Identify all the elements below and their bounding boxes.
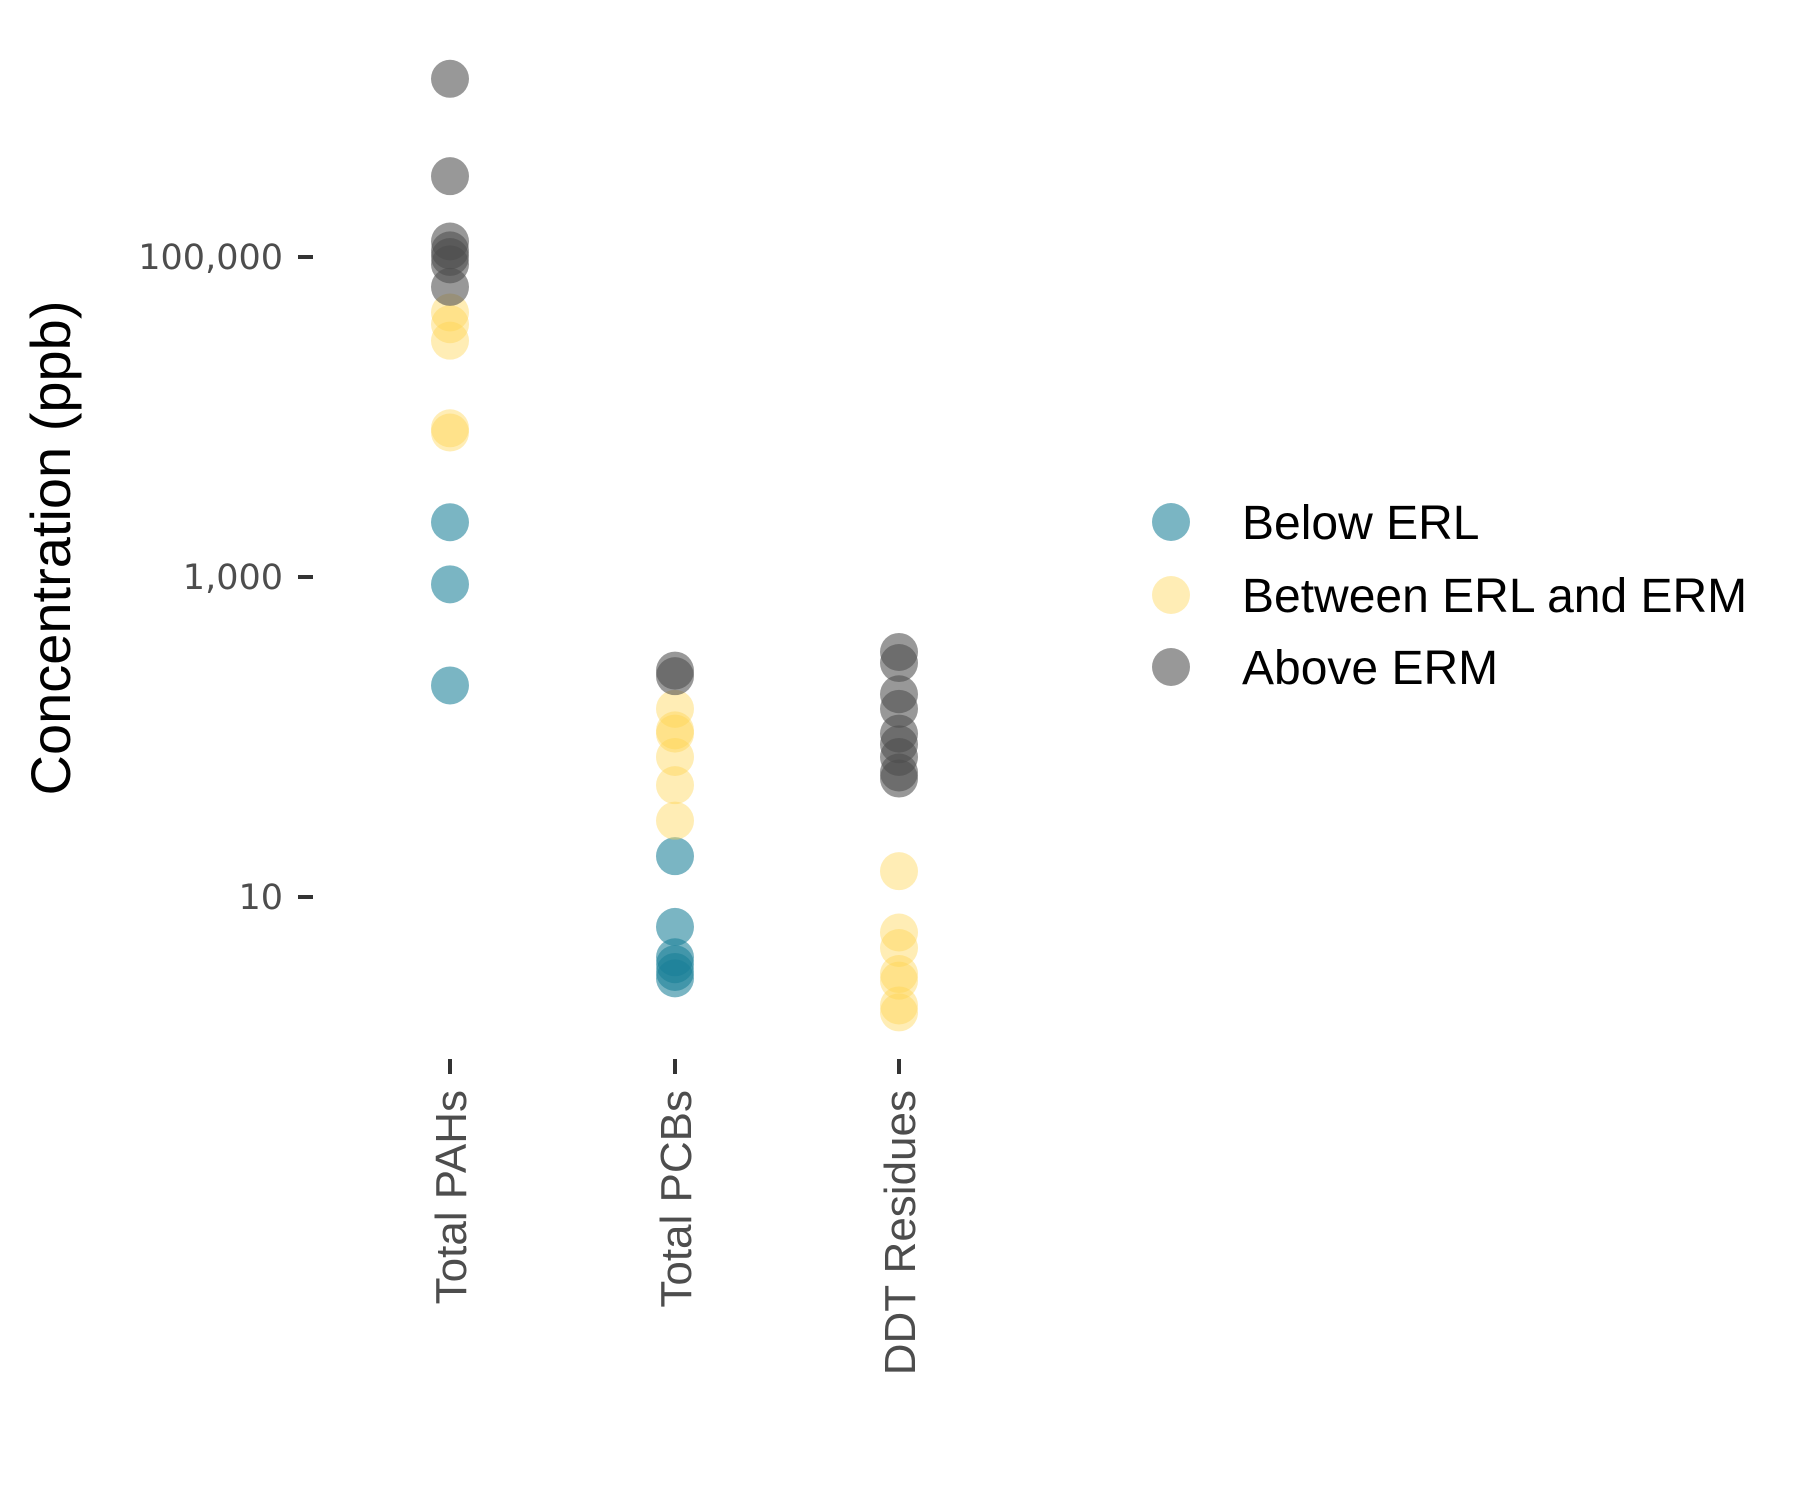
data-point [880, 759, 918, 798]
legend: Below ERL Between ERL and ERM Above ERM [1152, 497, 1747, 695]
data-point [656, 907, 694, 946]
legend-swatch [1152, 576, 1190, 614]
data-points [431, 59, 918, 1032]
x-tick-label: Total PCBs [652, 1090, 701, 1308]
y-tick-label: 10 [238, 878, 283, 918]
data-point [656, 766, 694, 805]
data-point [880, 929, 918, 968]
legend-label: Between ERL and ERM [1242, 570, 1747, 623]
data-point [431, 267, 469, 306]
y-tick-label: 100,000 [138, 238, 283, 278]
data-point [880, 852, 918, 891]
data-point [431, 59, 469, 98]
data-point [431, 409, 469, 448]
y-axis: 10 1,000 100,000 [138, 238, 313, 918]
data-point [656, 711, 694, 750]
x-tick-label: Total PAHs [427, 1090, 476, 1304]
legend-label: Below ERL [1242, 497, 1479, 550]
data-point [431, 503, 469, 542]
legend-label: Above ERM [1242, 642, 1498, 695]
y-tick-label: 1,000 [183, 558, 283, 598]
legend-swatch [1152, 503, 1190, 541]
data-point [431, 413, 469, 452]
data-point [431, 305, 469, 344]
data-point [880, 993, 918, 1032]
data-point [431, 666, 469, 705]
data-point [880, 986, 918, 1025]
data-point [656, 737, 694, 776]
data-point [880, 644, 918, 683]
data-point [880, 961, 918, 1000]
x-axis: Total PAHs Total PCBs DDT Residues [427, 1059, 925, 1375]
data-point [880, 913, 918, 952]
legend-swatch [1152, 648, 1190, 686]
data-point [656, 837, 694, 876]
data-point [656, 657, 694, 696]
data-point [656, 689, 694, 728]
y-axis-title: Concentration (ppb) [19, 301, 82, 796]
data-point [656, 714, 694, 753]
data-point [431, 565, 469, 604]
data-point [656, 959, 694, 998]
data-point [431, 157, 469, 196]
x-tick-label: DDT Residues [876, 1090, 925, 1375]
data-point [880, 955, 918, 994]
data-point [656, 801, 694, 840]
data-point [431, 321, 469, 360]
